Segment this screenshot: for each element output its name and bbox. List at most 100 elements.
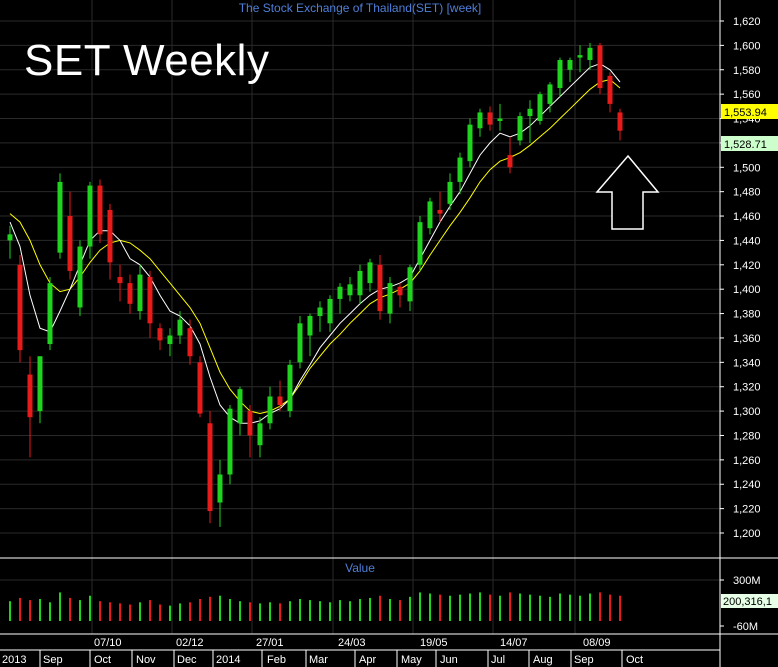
ma-long-line	[9, 78, 621, 415]
volume-bar	[479, 592, 481, 621]
volume-value-label: 200,316,1	[723, 596, 772, 608]
volume-bar	[329, 602, 331, 621]
volume-bar	[279, 603, 281, 621]
volume-bar	[59, 592, 61, 621]
volume-bar	[139, 602, 141, 621]
candle-body	[37, 356, 43, 412]
candle-body	[147, 277, 153, 324]
candle-body	[17, 264, 23, 351]
candle-body	[137, 274, 143, 312]
volume-bar	[519, 593, 521, 621]
volume-bar	[179, 603, 181, 621]
volume-bar	[449, 595, 451, 621]
x-label-upper: 24/03	[338, 637, 366, 649]
x-label-lower: 2014	[216, 654, 240, 666]
volume-panel-title: Value	[345, 561, 375, 575]
candle-body	[357, 270, 363, 296]
volume-bar	[199, 599, 201, 621]
price-badge-high	[721, 104, 778, 119]
candle-body	[237, 389, 243, 424]
candle-body	[527, 108, 533, 117]
candle-body	[187, 328, 193, 357]
price-tick-label: 1,320	[733, 382, 761, 394]
volume-bar	[609, 594, 611, 621]
volume-bar	[399, 600, 401, 621]
volume-bar	[349, 601, 351, 621]
price-tick-label: 1,380	[733, 309, 761, 321]
price-tick-label: 1,360	[733, 333, 761, 345]
volume-bar	[209, 596, 211, 621]
volume-bar	[579, 595, 581, 621]
up-arrow-icon	[595, 154, 660, 230]
candle-body	[477, 112, 483, 129]
volume-bar	[219, 595, 221, 621]
candle-body	[317, 307, 323, 317]
ma-short-path	[9, 63, 621, 424]
candle-body	[197, 362, 203, 414]
volume-bar	[549, 596, 551, 621]
x-label-lower: Feb	[267, 654, 286, 666]
x-label-lower: Oct	[94, 654, 111, 666]
candle-body	[417, 222, 423, 265]
x-label-lower: May	[401, 654, 422, 666]
candle-body	[557, 60, 563, 89]
x-label-lower: Apr	[359, 654, 376, 666]
price-badge-high-label: 1,553.94	[724, 107, 767, 119]
volume-bar	[29, 600, 31, 621]
candle-body	[107, 209, 113, 263]
volume-bar	[49, 602, 51, 621]
volume-bar	[129, 604, 131, 621]
candle-body	[437, 209, 443, 214]
volume-bar	[9, 601, 11, 621]
volume-bar	[419, 592, 421, 621]
candle-body	[377, 264, 383, 312]
candle-body	[217, 474, 223, 503]
volume-bar	[359, 599, 361, 621]
volume-bar	[99, 601, 101, 621]
volume-bar	[109, 602, 111, 621]
volume-bar	[249, 602, 251, 621]
candle-body	[617, 112, 623, 131]
price-tick-label: 1,480	[733, 187, 761, 199]
volume-bar	[369, 597, 371, 621]
volume-bar	[559, 593, 561, 621]
chart-header: The Stock Exchange of Thailand(SET) [wee…	[238, 1, 482, 15]
price-tick-label: 1,600	[733, 40, 761, 52]
x-label-upper: 02/12	[176, 637, 204, 649]
candle-body	[367, 262, 373, 284]
candle-body	[57, 181, 63, 253]
volume-bar	[259, 603, 261, 621]
volume-bar	[409, 596, 411, 621]
volume-bar	[319, 601, 321, 621]
volume-bar	[499, 595, 501, 621]
volume-bar	[379, 595, 381, 621]
candle-body	[167, 335, 173, 345]
price-tick-label: 1,440	[733, 235, 761, 247]
volume-bar	[289, 601, 291, 621]
volume-bar	[339, 600, 341, 621]
candle-body	[307, 316, 313, 336]
candle-body	[227, 408, 233, 475]
volume-bar	[459, 594, 461, 621]
candle-body	[427, 201, 433, 229]
volume-bar	[599, 592, 601, 621]
x-label-upper: 19/05	[420, 637, 448, 649]
candle-body	[407, 267, 413, 302]
x-label-lower: Oct	[626, 654, 643, 666]
price-tick-label: 1,240	[733, 479, 761, 491]
volume-value-badge	[721, 594, 778, 608]
price-badge-low-label: 1,528.71	[724, 139, 767, 151]
candle-body	[457, 157, 463, 182]
candle-body	[247, 411, 253, 436]
volume-bar	[229, 599, 231, 621]
volume-bar	[619, 595, 621, 621]
volume-bar	[69, 597, 71, 621]
volume-bar	[169, 605, 171, 621]
candle-body	[487, 112, 493, 125]
volume-bar	[149, 600, 151, 621]
x-label-lower: Nov	[136, 654, 156, 666]
volume-bar	[89, 595, 91, 621]
candle-body	[567, 60, 573, 70]
candle-body	[277, 396, 283, 405]
candle-body	[327, 298, 333, 324]
